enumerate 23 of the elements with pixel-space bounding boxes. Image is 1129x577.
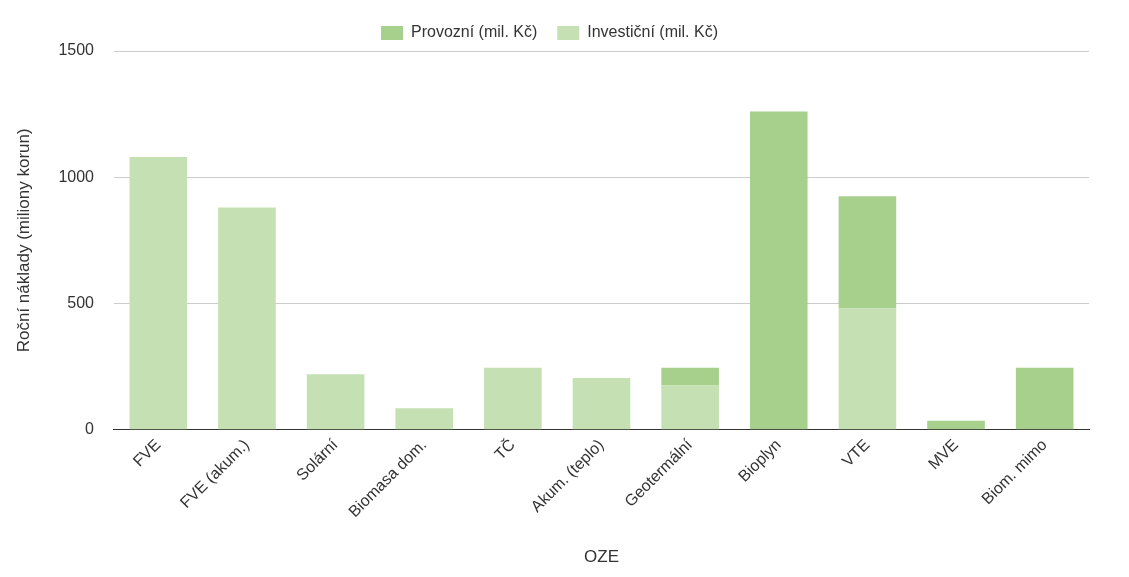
bar xyxy=(1015,367,1074,430)
x-axis-title: OZE xyxy=(584,547,619,567)
bar xyxy=(661,367,719,386)
bar xyxy=(395,408,454,430)
bar xyxy=(838,196,897,309)
x-tick-label: TČ xyxy=(490,435,519,463)
bar xyxy=(129,157,188,430)
x-tick-label: VTE xyxy=(838,435,873,470)
bar xyxy=(572,377,631,430)
bar xyxy=(218,207,276,430)
bar xyxy=(484,367,542,430)
y-tick-label: 1000 xyxy=(58,167,95,185)
y-tick-label: 500 xyxy=(67,293,95,311)
bar xyxy=(749,111,808,430)
bar xyxy=(927,420,985,430)
bar xyxy=(306,374,365,430)
y-tick-label: 1500 xyxy=(58,41,95,59)
y-axis-title: Roční náklady (miliony korun) xyxy=(13,128,33,353)
y-tick-label: 0 xyxy=(85,420,95,438)
bar xyxy=(661,385,719,430)
bar xyxy=(838,308,897,430)
legend-label: Provozní (mil. Kč) xyxy=(411,23,538,41)
legend-label: Investiční (mil. Kč) xyxy=(587,23,718,41)
